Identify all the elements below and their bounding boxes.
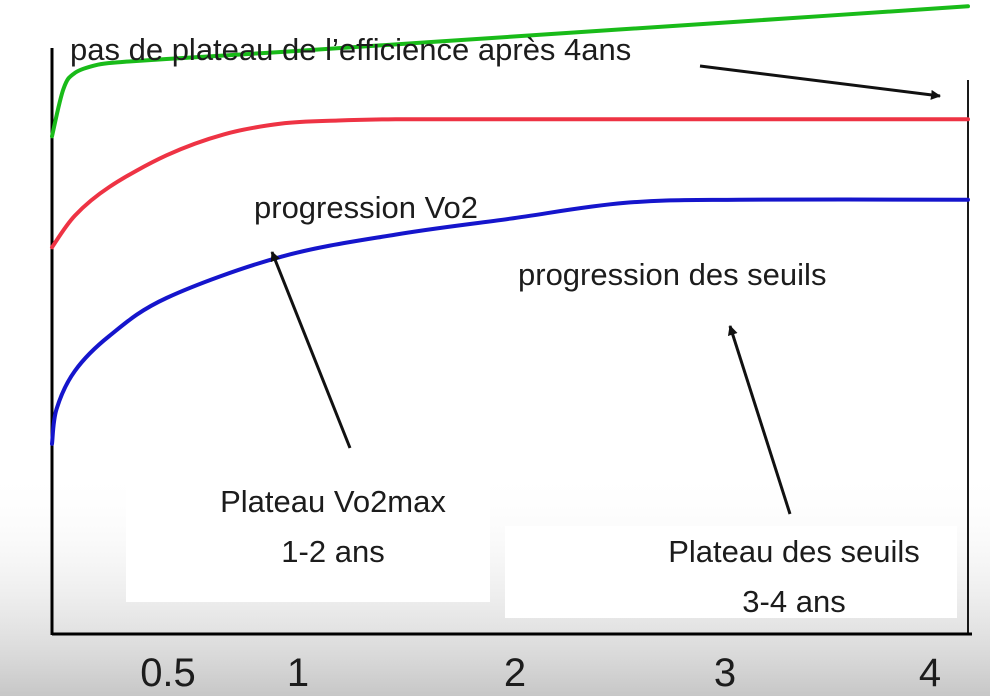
threshold-plateau-box (505, 526, 957, 618)
series-line-vo2 (50, 117, 970, 250)
x-tick-label: 4 (919, 651, 941, 695)
vo2-plateau-label: Plateau Vo2max (220, 484, 446, 519)
efficiency-annotation: pas de plateau de l’efficience après 4an… (70, 32, 631, 67)
threshold-plateau-duration: 3-4 ans (742, 584, 845, 619)
vo2-plateau-duration: 1-2 ans (281, 534, 384, 569)
vo2-progress-label: progression Vo2 (254, 190, 478, 225)
vo2-plateau-arrow (270, 251, 352, 449)
threshold-progress-label: progression des seuils (518, 257, 826, 292)
threshold-plateau-label: Plateau des seuils (668, 534, 920, 569)
x-tick-label: 0.5 (140, 651, 196, 695)
x-tick-labels: 0.5 1 2 3 4 (140, 651, 941, 695)
x-tick-label: 1 (287, 651, 309, 695)
series-line-thresholds (50, 197, 970, 446)
efficiency-arrow (699, 64, 941, 100)
x-tick-label: 2 (504, 651, 526, 695)
series-line-efficiency (50, 4, 970, 139)
vo2-plateau-box (126, 454, 490, 602)
x-tick-label: 3 (714, 651, 736, 695)
threshold-plateau-arrow (727, 325, 792, 515)
